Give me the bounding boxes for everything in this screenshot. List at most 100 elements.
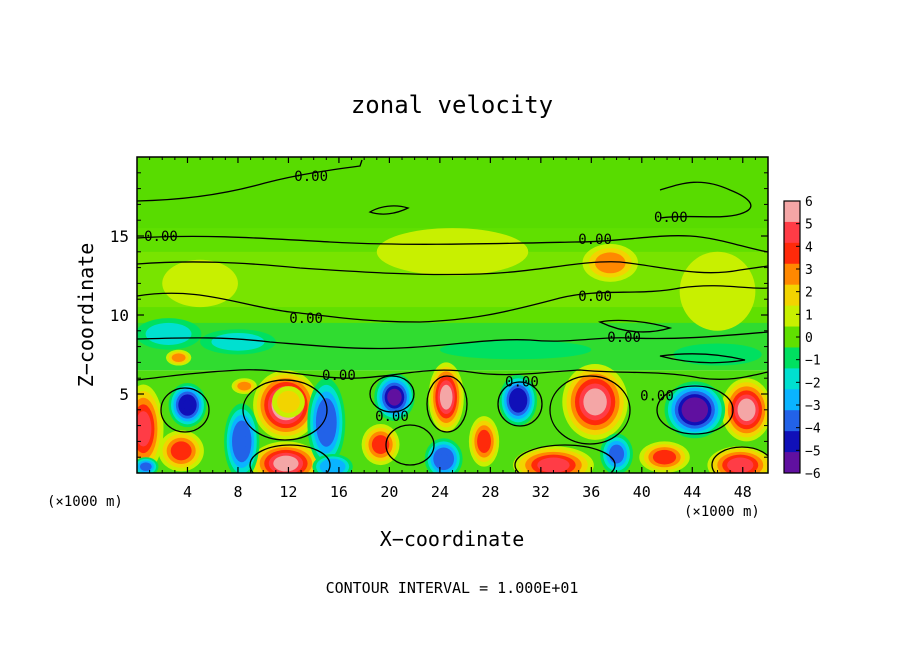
contour-line [711,446,768,473]
x-tick-label: 36 [582,483,600,501]
velocity-level [183,400,192,411]
contour-line [426,375,468,433]
velocity-cell [499,375,538,426]
contour-label: 0.00 [578,289,612,305]
contour-label: 0.00 [294,169,328,185]
colorbar-swatch [784,305,800,328]
contour-label: 0.00 [375,409,409,425]
contour-line [659,353,746,364]
velocity-cell [721,378,768,442]
contour-line [597,319,673,333]
x-axis-ticks: 4 8 12 16 20 24 28 32 36 40 44 48 [149,157,756,501]
colorbar-label: −4 [805,422,821,437]
colorbar-swatch [784,410,800,432]
velocity-level [179,270,221,297]
contour-line [242,379,328,441]
x-axis-label: X−coordinate [380,527,525,551]
colorbar-label: 1 [805,308,813,323]
colorbar-label: 6 [805,195,813,210]
x-tick-label: 28 [481,483,499,501]
velocity-level [375,438,386,451]
colorbar-swatch [784,242,800,265]
contour-line [656,385,734,435]
x-tick-label: 44 [683,483,701,501]
velocity-level [237,431,247,451]
velocity-level [611,448,622,460]
colorbar-swatch [784,284,800,307]
contour-label: 0.00 [289,311,323,327]
velocity-level [138,417,149,440]
velocity-cell [272,386,305,418]
velocity-cell [231,378,257,394]
colorbar-swatch [784,201,800,223]
contour-line [137,235,768,253]
velocity-level [587,393,603,411]
contour-line [385,424,435,466]
colorbar-swatch [784,389,800,411]
y-axis-ticks: 5 10 15 [110,172,768,458]
colorbar-swatch [784,347,800,369]
contour-label: 0.00 [144,229,178,245]
x-tick-label: 4 [183,483,192,501]
velocity-level [688,403,702,416]
x-tick-label: 20 [380,483,398,501]
x-tick-label: 40 [633,483,651,501]
colorbar-swatch [784,431,800,453]
velocity-level [155,327,182,341]
x-tick-label: 48 [734,483,752,501]
velocity-cell [679,251,756,331]
velocity-level [740,402,753,418]
x-tick-label: 24 [431,483,449,501]
chart-title: zonal velocity [351,91,553,119]
contour-line [369,375,415,413]
velocity-level [281,395,296,409]
x-unit-left: (×1000 m) [47,494,123,510]
contour-label: 0.00 [607,330,641,346]
y-tick-label: 15 [110,227,129,246]
velocity-cell [439,340,592,360]
velocity-cell [137,384,164,473]
velocity-cell [600,433,633,473]
velocity-field [137,157,768,473]
velocity-level [479,434,489,449]
velocity-cell [312,454,353,473]
velocity-cell [428,362,464,432]
x-tick-label: 32 [532,483,550,501]
contour-label: 0.00 [322,368,356,384]
velocity-level [410,238,495,265]
velocity-cell [307,378,346,467]
velocity-cell [168,382,207,428]
colorbar-label: −1 [805,354,821,369]
colorbar-swatch [784,368,800,390]
colorbar-label: 0 [805,331,813,346]
velocity-level [321,411,332,434]
velocity-level [142,464,150,470]
velocity-cell [376,228,529,276]
velocity-cell [162,259,238,308]
y-tick-label: 5 [119,385,129,404]
velocity-level [438,453,449,464]
velocity-cell [513,446,594,473]
velocity-cell [582,243,639,282]
contour-line [137,285,768,323]
velocity-cell [137,457,159,473]
y-axis-label: Z−coordinate [74,243,98,388]
colorbar-swatch [784,326,800,348]
velocity-cell [707,446,768,473]
colorbar-label: 2 [805,286,813,301]
zero-contour-lines [137,159,768,473]
colorbar-swatch [784,221,800,244]
contour-line [549,375,631,445]
contour-line [659,181,752,219]
colorbar-swatch [784,452,800,474]
velocity-cell [639,441,690,473]
colorbar-swatch [784,263,800,286]
colorbar-label: 5 [805,218,813,233]
velocity-level [601,256,620,270]
colorbar-label: 3 [805,263,813,278]
velocity-level [702,275,733,308]
velocity-cell [158,430,204,472]
contour-line [249,444,331,473]
colorbar-label: −5 [805,444,821,459]
